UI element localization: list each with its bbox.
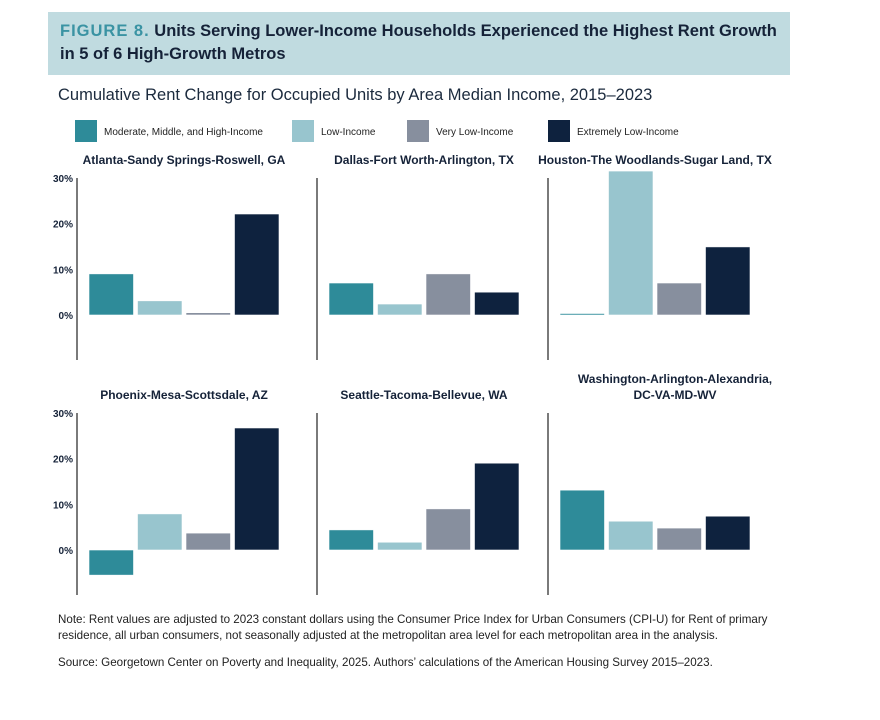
y-tick-label: 30% [53, 409, 73, 420]
bar [185, 312, 231, 316]
bar [474, 462, 520, 551]
figure-label: FIGURE 8. [60, 22, 150, 40]
y-tick-label: 10% [53, 500, 73, 511]
figure-title: Units Serving Lower-Income Households Ex… [60, 22, 777, 63]
legend-label: Moderate, Middle, and High-Income [104, 127, 263, 138]
bar [88, 273, 134, 316]
y-tick-label: 0% [59, 546, 74, 557]
bar [328, 282, 374, 316]
legend-label: Very Low-Income [436, 127, 514, 138]
bar [185, 532, 231, 551]
y-tick-label: 20% [53, 220, 73, 231]
panel-title: Seattle-Tacoma-Bellevue, WA [340, 388, 507, 402]
source-text: Source: Georgetown Center on Poverty and… [58, 656, 713, 669]
bar [377, 541, 423, 551]
legend-swatch [75, 120, 97, 142]
legend-swatch [407, 120, 429, 142]
note-text: Note: Rent values are adjusted to 2023 c… [58, 613, 768, 642]
panel-title: Dallas-Fort Worth-Arlington, TX [334, 153, 514, 167]
bar [559, 313, 605, 316]
bar [425, 273, 471, 316]
bar [705, 246, 751, 316]
bar [88, 549, 134, 576]
bar [377, 303, 423, 316]
bar [234, 213, 280, 316]
bar [656, 282, 702, 316]
y-tick-label: 10% [53, 265, 73, 276]
chart-title: Cumulative Rent Change for Occupied Unit… [58, 86, 653, 104]
bar [608, 520, 654, 551]
panel-title: Atlanta-Sandy Springs-Roswell, GA [83, 153, 286, 167]
bar [137, 300, 183, 316]
bar [608, 170, 654, 316]
panel-title: Phoenix-Mesa-Scottsdale, AZ [100, 388, 268, 402]
y-tick-label: 30% [53, 174, 73, 185]
bar [474, 291, 520, 316]
legend-swatch [548, 120, 570, 142]
bar [705, 515, 751, 551]
bar [137, 513, 183, 551]
legend-label: Extremely Low-Income [577, 127, 679, 138]
panel-title: DC-VA-MD-WV [633, 388, 716, 402]
bar [656, 527, 702, 551]
legend-label: Low-Income [321, 127, 376, 138]
bar [234, 427, 280, 551]
y-tick-label: 20% [53, 455, 73, 466]
bar [328, 529, 374, 551]
legend-swatch [292, 120, 314, 142]
y-tick-label: 0% [59, 311, 74, 322]
panel-title: Washington-Arlington-Alexandria, [578, 372, 772, 386]
panel-title: Houston-The Woodlands-Sugar Land, TX [538, 153, 772, 167]
bar [559, 489, 605, 551]
bar [425, 508, 471, 551]
figure-header: FIGURE 8. Units Serving Lower-Income Hou… [48, 12, 790, 75]
